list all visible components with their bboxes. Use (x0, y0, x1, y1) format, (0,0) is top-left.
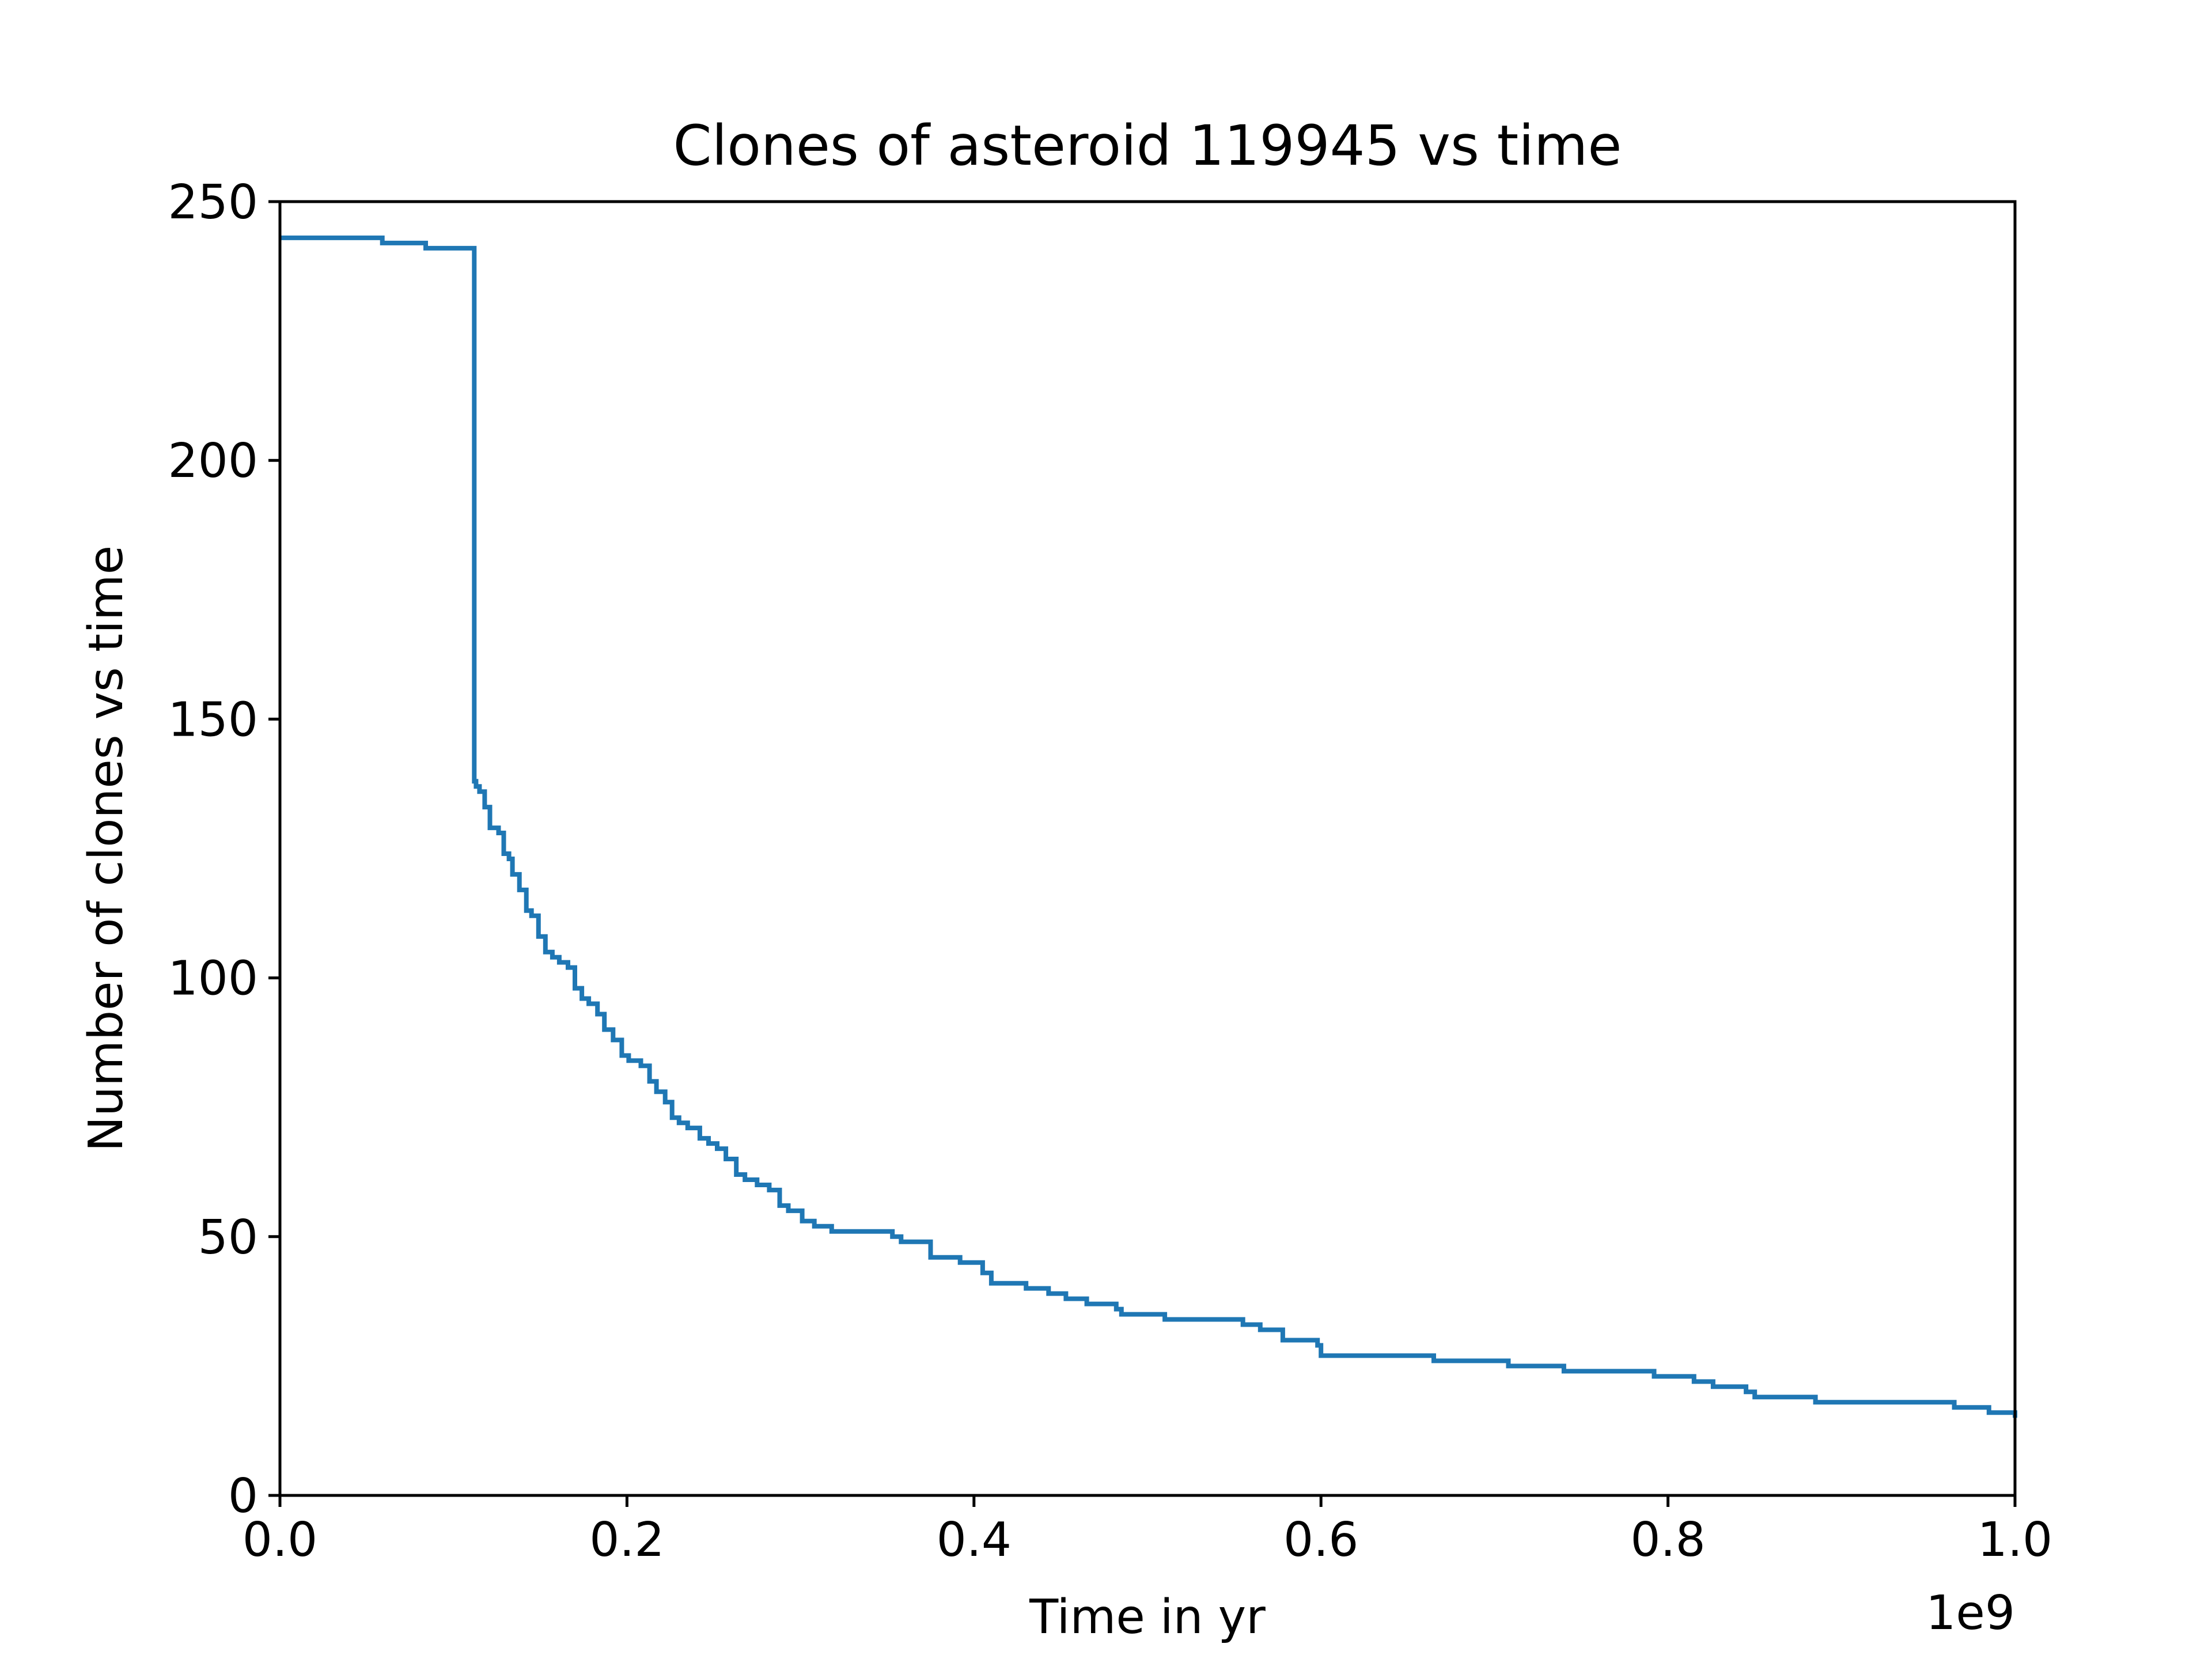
series-line-0 (280, 235, 2017, 1418)
x-tick-label: 0.0 (243, 1513, 317, 1567)
y-tick-label: 200 (168, 434, 258, 488)
x-axis-label: Time in yr (1029, 1590, 1266, 1645)
plot-area (280, 235, 2017, 1418)
y-axis: 0 50 100 150 200 250 (168, 175, 280, 1524)
x-axis: 0.0 0.2 0.4 0.6 0.8 1.0 (243, 1495, 2052, 1567)
y-tick-label: 100 (168, 952, 258, 1006)
y-tick-label: 150 (168, 692, 258, 747)
x-tick-label: 0.2 (589, 1513, 664, 1567)
x-axis-offset-label: 1e9 (1926, 1586, 2015, 1641)
y-tick-label: 50 (198, 1210, 258, 1265)
y-tick-label: 250 (168, 175, 258, 230)
x-tick-label: 0.4 (937, 1513, 1012, 1567)
y-axis-label: Number of clones vs time (79, 546, 134, 1152)
chart-title: Clones of asteroid 119945 vs time (673, 113, 1622, 178)
axes-frame (278, 200, 2017, 1497)
x-tick-label: 1.0 (1978, 1513, 2052, 1567)
x-tick-label: 0.6 (1283, 1513, 1358, 1567)
x-tick-label: 0.8 (1630, 1513, 1705, 1567)
y-tick-label: 0 (228, 1469, 258, 1524)
